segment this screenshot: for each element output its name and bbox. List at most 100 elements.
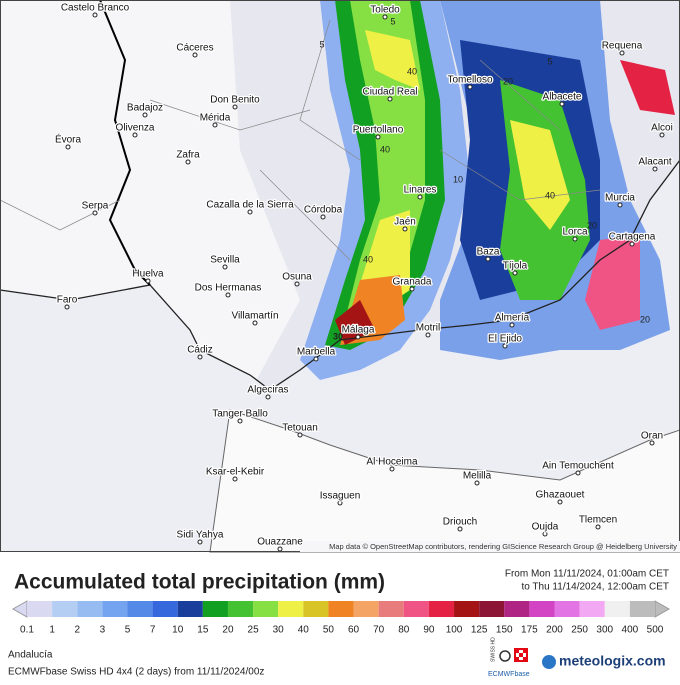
city-label: Jaén	[394, 217, 416, 228]
attribution: Map data © OpenStreetMap contributors, r…	[329, 542, 677, 551]
legend-swatch	[102, 601, 128, 617]
contour-label: 5	[547, 56, 552, 66]
city-label: Castelo Branco	[61, 3, 130, 14]
city-label: Tetouan	[282, 423, 318, 434]
city-dot	[652, 166, 658, 172]
legend-swatch	[504, 601, 530, 617]
city-label: Córdoba	[304, 205, 343, 216]
city-dot	[542, 531, 548, 537]
city-label: Sevilla	[210, 255, 240, 266]
legend-swatch	[303, 601, 329, 617]
city-label: Driouch	[443, 517, 477, 528]
city-label: Sidi Yahya	[177, 530, 224, 541]
city-dot	[265, 394, 271, 400]
city-dot	[572, 236, 578, 242]
city-label: Almería	[495, 313, 530, 324]
legend-swatch	[378, 601, 404, 617]
legend-swatch	[604, 601, 630, 617]
legend-swatch	[554, 601, 580, 617]
legend-label: 5	[125, 625, 131, 636]
city-label: Dos Hermanas	[195, 283, 262, 294]
city-dot	[145, 278, 151, 284]
legend-label: 3	[100, 625, 106, 636]
region: Andalucía	[8, 650, 53, 661]
city-label: Mérida	[200, 113, 231, 124]
city-label: Al Hoceima	[366, 457, 418, 468]
legend-swatch	[227, 601, 254, 617]
legend-swatch	[403, 601, 429, 617]
legend-swatch	[27, 601, 53, 617]
city-label: El Ejido	[488, 334, 522, 345]
legend-swatch	[353, 601, 379, 617]
city-label: Algeciras	[247, 385, 288, 396]
city-dot	[659, 132, 665, 138]
city-label: Ciudad Real	[362, 87, 417, 98]
contour-label: 5	[319, 39, 324, 49]
city-dot	[247, 209, 253, 215]
legend-label: 175	[521, 625, 538, 636]
city-label: Granada	[393, 277, 432, 288]
city-dot	[197, 354, 203, 360]
contour-label: 40	[407, 66, 417, 76]
logo-text: SWISS HD	[490, 637, 496, 662]
attribution-bg	[300, 541, 680, 552]
legend-label: 30	[273, 625, 285, 636]
city-label: Motril	[416, 323, 440, 334]
period-from: From Mon 11/11/2024, 01:00am CET	[505, 569, 669, 580]
city-dot	[619, 50, 625, 56]
legend-label: 1	[49, 625, 55, 636]
admin-lines	[0, 19, 601, 261]
legend-label: 7	[150, 625, 156, 636]
legend-label: 250	[571, 625, 588, 636]
city-label: Évora	[55, 133, 82, 146]
city-label: Tomelloso	[447, 75, 492, 86]
legend-label: 200	[546, 625, 563, 636]
city-dot	[474, 480, 480, 486]
city-label: Badajoz	[127, 103, 163, 114]
city-label: Baza	[477, 247, 500, 258]
city-dot	[467, 84, 473, 90]
legend-swatch	[253, 601, 279, 617]
legend-swatch	[328, 601, 354, 617]
city-label: Cazalla de la Sierra	[206, 200, 294, 211]
city-dot	[337, 500, 343, 506]
logo: SWISS HD ECMWFbase meteologix.com	[488, 637, 666, 678]
city-dot	[232, 104, 238, 110]
city-label: Alacant	[638, 157, 672, 168]
city-dot	[225, 292, 231, 298]
precip	[300, 0, 675, 380]
legend-swatch	[454, 601, 480, 617]
city-dot	[92, 12, 98, 18]
legend-label: 10	[172, 625, 184, 636]
border	[99, 0, 151, 286]
legend-swatch	[77, 601, 103, 617]
map: Map data © OpenStreetMap contributors, r…	[0, 0, 680, 553]
city-label: Tlemcen	[579, 515, 617, 526]
legend-label: 40	[298, 625, 310, 636]
legend-swatch	[529, 601, 555, 617]
legend-swatch	[152, 601, 178, 617]
city-dot	[457, 526, 463, 532]
city-dot	[382, 14, 388, 20]
city-label: Faro	[57, 295, 78, 306]
city-label: Oran	[641, 431, 663, 442]
city-label: Cartagena	[609, 232, 656, 243]
city-dot	[559, 101, 565, 107]
legend-swatch	[428, 601, 455, 617]
model: ECMWFbase Swiss HD 4x4 (2 days) from 11/…	[8, 667, 264, 678]
legend-label: 300	[596, 625, 613, 636]
city-dot	[232, 476, 238, 482]
legend-label: 90	[423, 625, 435, 636]
city-dot	[132, 132, 138, 138]
city-dot	[297, 432, 303, 438]
city-label: Alcoi	[651, 123, 673, 134]
contour-label: 5	[390, 16, 395, 26]
city-dot	[355, 334, 361, 340]
city-dot	[557, 499, 563, 505]
city-label: Melilla	[463, 471, 492, 482]
legend-label: 20	[222, 625, 234, 636]
legend-label: 125	[471, 625, 488, 636]
city-label: Huelva	[132, 269, 164, 280]
logo-icon	[499, 650, 511, 662]
